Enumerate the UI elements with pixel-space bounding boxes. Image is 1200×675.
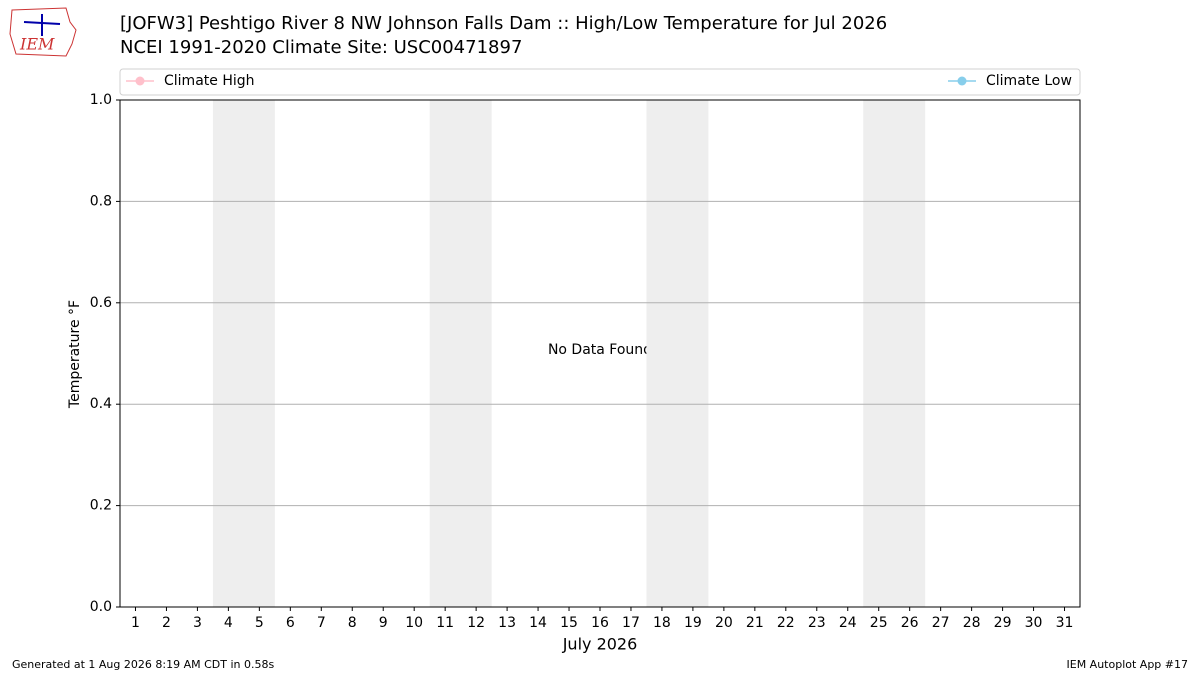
x-tick-label: 6 (286, 615, 295, 631)
x-tick-label: 28 (963, 615, 981, 631)
y-tick-label: 1.0 (90, 92, 112, 108)
y-tick-label: 0.8 (90, 193, 112, 209)
x-tick-label: 8 (348, 615, 357, 631)
x-tick-label: 5 (255, 615, 264, 631)
x-tick-label: 17 (622, 615, 640, 631)
y-tick-label: 0.6 (90, 295, 112, 311)
x-tick-label: 23 (808, 615, 826, 631)
x-tick-label: 29 (994, 615, 1012, 631)
x-tick-label: 1 (131, 615, 140, 631)
chart-title: [JOFW3] Peshtigo River 8 NW Johnson Fall… (120, 13, 887, 34)
weekend-shade (429, 100, 492, 607)
footer-left: Generated at 1 Aug 2026 8:19 AM CDT in 0… (12, 658, 274, 671)
x-tick-label: 11 (436, 615, 454, 631)
x-tick-label: 2 (162, 615, 171, 631)
x-tick-label: 16 (591, 615, 609, 631)
x-tick-label: 19 (684, 615, 702, 631)
plot-frame (119, 99, 1081, 608)
x-tick-label: 9 (379, 615, 388, 631)
x-tick-label: 30 (1025, 615, 1043, 631)
x-tick-label: 14 (529, 615, 547, 631)
legend-box (119, 68, 1081, 96)
x-tick-label: 3 (193, 615, 202, 631)
x-tick-label: 13 (498, 615, 516, 631)
x-axis-label: July 2026 (562, 635, 638, 654)
weekend-shade (646, 100, 709, 607)
x-tick-label: 21 (746, 615, 764, 631)
x-tick-label: 7 (317, 615, 326, 631)
x-tick-label: 22 (777, 615, 795, 631)
logo: IEM (9, 7, 77, 57)
y-tick-label: 0.2 (90, 498, 112, 514)
legend-marker (957, 76, 967, 86)
x-tick-label: 27 (932, 615, 950, 631)
annotation: No Data Found (548, 342, 652, 358)
x-tick-label: 15 (560, 615, 578, 631)
y-tick-label: 0.4 (90, 396, 112, 412)
x-tick-label: 31 (1056, 615, 1074, 631)
weekend-shade (212, 100, 275, 607)
x-tick-label: 10 (405, 615, 423, 631)
x-tick-label: 12 (467, 615, 485, 631)
x-tick-label: 25 (870, 615, 888, 631)
x-tick-label: 26 (901, 615, 919, 631)
legend-label: Climate Low (986, 73, 1072, 89)
chart-subtitle: NCEI 1991-2020 Climate Site: USC00471897 (120, 37, 522, 58)
logo-text: IEM (19, 35, 55, 54)
legend-marker (135, 76, 145, 86)
x-tick-label: 4 (224, 615, 233, 631)
x-tick-label: 20 (715, 615, 733, 631)
weekend-shade (863, 100, 926, 607)
x-tick-label: 24 (839, 615, 857, 631)
y-axis-label: Temperature °F (67, 300, 83, 409)
y-tick-label: 0.0 (90, 599, 112, 615)
legend-label: Climate High (164, 73, 255, 89)
footer-right: IEM Autoplot App #17 (1067, 658, 1189, 671)
x-tick-label: 18 (653, 615, 671, 631)
